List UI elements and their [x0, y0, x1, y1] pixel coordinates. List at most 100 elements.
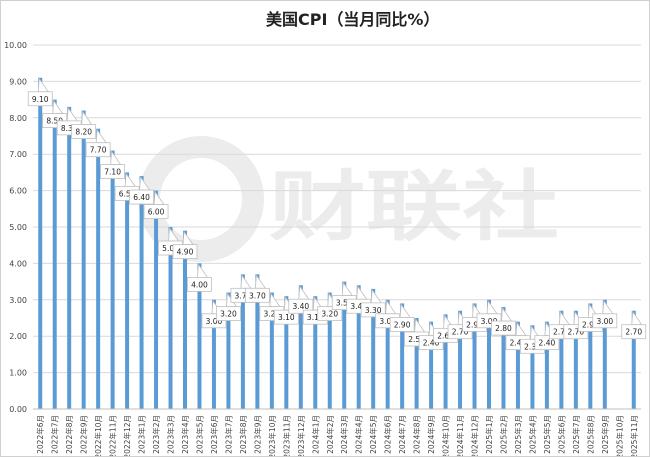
bar — [38, 77, 43, 409]
x-tick-label: 2024年7月 — [397, 415, 407, 454]
data-label-text: 4.90 — [177, 248, 194, 257]
data-label-text: 7.10 — [104, 168, 121, 177]
data-label-text: 8.20 — [75, 128, 92, 137]
x-tick-label: 2025年10月 — [614, 415, 624, 456]
x-tick-label: 2023年10月 — [267, 415, 277, 456]
data-label-text: 2.40 — [423, 339, 440, 348]
x-tick-label: 2022年6月 — [35, 415, 45, 454]
data-label-text: 3.40 — [292, 302, 309, 311]
x-tick-label: 2024年9月 — [426, 415, 436, 454]
x-tick-label: 2023年12月 — [296, 415, 306, 456]
watermark-text: 财联社 — [269, 162, 559, 251]
bar — [96, 128, 101, 409]
data-label: 2.70 — [621, 310, 647, 340]
data-label-text: 2.30 — [524, 342, 541, 351]
data-label-text: 7.70 — [90, 146, 107, 155]
bar — [298, 285, 303, 409]
x-tick-label: 2024年5月 — [368, 415, 378, 454]
x-tick-label: 2024年6月 — [383, 415, 393, 454]
watermark-logo-icon — [138, 136, 264, 262]
bar — [588, 303, 593, 409]
y-tick-label: 10.00 — [4, 41, 27, 50]
data-label-text: 2.90 — [394, 320, 411, 329]
bar — [197, 263, 202, 409]
data-label: 2.90 — [389, 303, 415, 332]
data-label-text: 3.00 — [206, 317, 223, 326]
x-tick-label: 2022年7月 — [50, 415, 60, 454]
bar — [52, 99, 57, 409]
x-tick-label: 2023年3月 — [166, 415, 176, 454]
bar — [327, 292, 332, 409]
x-tick-label: 2022年8月 — [64, 415, 74, 454]
y-axis-ticks: 0.00 1.00 2.00 3.00 4.00 5.00 6.00 7.00 8.00 9.00… — [4, 41, 27, 414]
data-label: 4.90 — [172, 230, 198, 260]
x-tick-label: 2025年5月 — [542, 415, 552, 454]
x-tick-label: 2025年2月 — [498, 415, 508, 454]
x-tick-label: 2024年11月 — [455, 415, 465, 456]
data-label: 3.00 — [592, 299, 618, 329]
data-label: 9.10 — [27, 77, 53, 107]
bar — [269, 292, 274, 409]
y-tick-label: 2.00 — [9, 332, 27, 341]
data-label-text: 3.20 — [321, 310, 338, 319]
x-tick-label: 2024年8月 — [412, 415, 422, 454]
data-label-text: 3.00 — [481, 317, 498, 326]
bar — [544, 321, 549, 409]
data-label: 6.40 — [129, 175, 154, 205]
data-label-text: 2.90 — [582, 320, 599, 329]
bar — [313, 296, 318, 409]
data-label: 4.00 — [187, 263, 212, 292]
data-label: 6.00 — [143, 190, 169, 220]
x-tick-label: 2023年4月 — [180, 415, 190, 454]
data-label-text: 3.00 — [596, 317, 613, 326]
x-tick-label: 2024年2月 — [325, 415, 335, 454]
bar — [183, 230, 187, 409]
bar — [240, 274, 245, 409]
data-label-text: 6.00 — [148, 208, 165, 217]
data-label-text: 5.00 — [162, 244, 179, 253]
data-label-text: 3.00 — [379, 317, 396, 326]
data-label-text: 2.60 — [437, 331, 454, 340]
data-label-text: 3.10 — [278, 313, 295, 322]
x-tick-label: 2024年3月 — [339, 415, 349, 454]
bar — [530, 325, 535, 409]
x-axis-ticks: 2022年6月 2022年7月 2022年8月 2022年9月 2022年10月 2022… — [35, 415, 639, 456]
bar — [342, 281, 347, 409]
x-tick-label: 2023年5月 — [194, 415, 204, 454]
bar — [602, 299, 607, 409]
data-label-text: 2.40 — [539, 339, 556, 348]
x-tick-label: 2022年9月 — [79, 415, 89, 454]
x-tick-label: 2022年11月 — [108, 415, 118, 456]
bar — [255, 274, 260, 409]
x-tick-label: 2024年4月 — [354, 415, 364, 454]
y-tick-label: 7.00 — [9, 150, 27, 159]
data-label: 3.70 — [244, 274, 270, 303]
data-label-text: 3.70 — [249, 291, 266, 300]
data-label-text: 6.50 — [119, 189, 136, 198]
y-tick-label: 9.00 — [9, 77, 27, 86]
bar — [356, 285, 361, 409]
data-labels: 9.10 8.508.308.20 7.70 7.10 6.506.40 6.00 5.00… — [27, 77, 647, 354]
bar — [154, 190, 159, 409]
data-label: 7.10 — [100, 150, 126, 179]
data-label-text: 2.70 — [553, 328, 570, 337]
bar — [573, 310, 578, 409]
bar — [400, 303, 405, 409]
x-tick-label: 2025年7月 — [571, 415, 581, 454]
x-tick-label: 2025年1月 — [484, 415, 494, 454]
data-label-text: 4.00 — [191, 280, 208, 289]
x-tick-label: 2023年2月 — [151, 415, 161, 454]
y-tick-label: 4.00 — [9, 259, 27, 268]
data-label-text: 3.20 — [264, 310, 281, 319]
x-tick-label: 2023年6月 — [209, 415, 219, 454]
bar — [168, 227, 173, 409]
data-label-text: 2.50 — [408, 335, 425, 344]
x-tick-label: 2024年12月 — [470, 415, 480, 456]
data-label: 3.40 — [288, 285, 314, 314]
data-label-text: 2.90 — [466, 320, 483, 329]
data-label-text: 2.70 — [452, 328, 469, 337]
data-label-text: 2.80 — [495, 324, 512, 333]
watermark: 财联社 — [138, 136, 559, 262]
data-label: 3.30 — [360, 288, 386, 318]
